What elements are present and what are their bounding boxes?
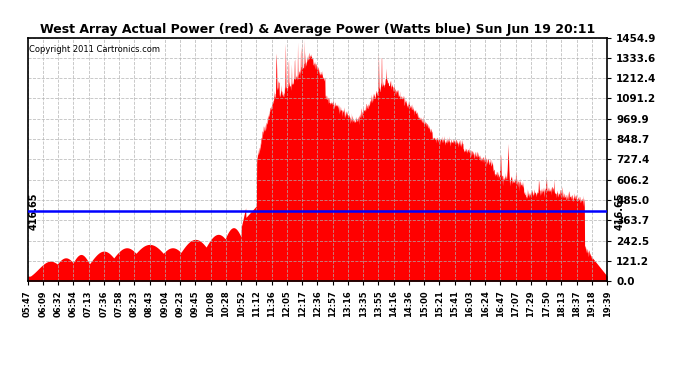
Text: Copyright 2011 Cartronics.com: Copyright 2011 Cartronics.com — [29, 45, 160, 54]
Text: 416.65: 416.65 — [28, 193, 38, 230]
Title: West Array Actual Power (red) & Average Power (Watts blue) Sun Jun 19 20:11: West Array Actual Power (red) & Average … — [40, 23, 595, 36]
Text: 416.65: 416.65 — [614, 193, 624, 230]
